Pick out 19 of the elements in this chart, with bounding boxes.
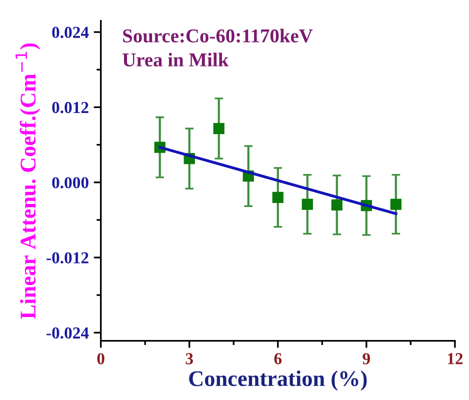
x-tick-label: 9 [362,353,370,364]
y-tick-label: -0.024 [46,327,89,339]
point [213,122,224,134]
y-axis-title: Linear Attenu. Coeff.(Cm$^{−1}$) [16,43,40,319]
point [272,192,284,203]
y-tick-label: -0.012 [46,252,88,264]
y-tick-label: 0.012 [52,102,88,114]
x-tick-label: 3 [186,353,193,364]
x-tick-label: 6 [274,353,282,364]
point [302,198,313,210]
x-tick-label: 12 [448,353,463,364]
y-tick-label: 0.000 [52,177,88,188]
x-tick-label: 0 [97,353,104,364]
point [390,198,402,210]
point [331,199,342,210]
y-tick-label: 0.024 [52,26,89,38]
annotation: Source:Co-60:1170keV [123,28,313,43]
annotation: Urea in Milk [122,52,229,66]
x-axis-title: Concentration (%) [189,370,367,391]
